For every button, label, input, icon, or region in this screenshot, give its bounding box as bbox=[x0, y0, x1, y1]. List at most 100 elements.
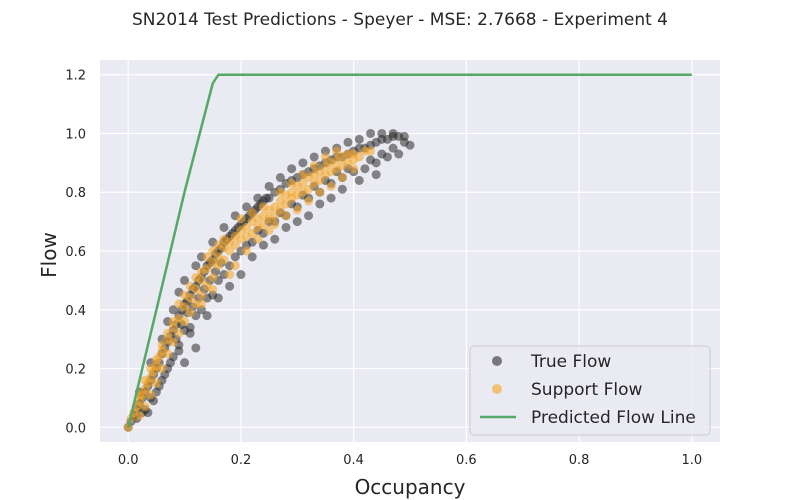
true-flow-point bbox=[213, 293, 223, 303]
true-flow-point bbox=[191, 261, 201, 271]
support-flow-point bbox=[270, 211, 280, 221]
legend-label-true-flow: True Flow bbox=[530, 352, 611, 372]
y-tick-label: 0.6 bbox=[65, 245, 86, 260]
true-flow-point bbox=[337, 184, 347, 194]
true-flow-point bbox=[292, 217, 302, 227]
true-flow-point bbox=[394, 149, 404, 159]
legend-label-predicted-flow-line: Predicted Flow Line bbox=[531, 408, 696, 428]
true-flow-point bbox=[309, 152, 319, 162]
support-flow-point bbox=[298, 178, 308, 188]
true-flow-point bbox=[180, 358, 190, 368]
true-flow-point bbox=[258, 240, 268, 250]
support-flow-point bbox=[292, 205, 302, 215]
support-flow-point bbox=[180, 317, 190, 327]
true-flow-point bbox=[377, 128, 387, 138]
support-flow-point bbox=[213, 240, 223, 250]
legend-box bbox=[469, 345, 711, 436]
true-flow-point bbox=[343, 137, 353, 147]
support-flow-point bbox=[219, 234, 229, 244]
support-flow-point bbox=[134, 411, 144, 421]
y-tick-label: 0.0 bbox=[65, 421, 86, 436]
true-flow-point bbox=[202, 311, 212, 321]
y-tick-labels: 0.0 0.2 0.4 0.6 0.8 1.0 1.2 bbox=[65, 69, 86, 437]
legend-label-support-flow: Support Flow bbox=[531, 380, 643, 400]
support-flow-point bbox=[320, 152, 330, 162]
true-flow-point bbox=[298, 158, 308, 168]
support-flow-point bbox=[253, 234, 263, 244]
true-flow-point bbox=[247, 252, 257, 262]
support-flow-point bbox=[185, 281, 195, 291]
true-flow-point bbox=[405, 140, 415, 150]
support-flow-point bbox=[230, 240, 240, 250]
true-flow-point bbox=[326, 193, 336, 203]
x-tick-label: 1.0 bbox=[681, 453, 702, 468]
support-flow-point bbox=[304, 196, 314, 206]
true-flow-point bbox=[315, 199, 325, 209]
true-flow-point bbox=[366, 128, 376, 138]
support-flow-point bbox=[225, 270, 235, 280]
support-flow-point bbox=[208, 246, 218, 256]
true-flow-point bbox=[264, 181, 274, 191]
support-flow-point bbox=[315, 187, 325, 197]
support-flow-point bbox=[275, 205, 285, 215]
support-flow-point bbox=[196, 267, 206, 277]
support-flow-point bbox=[247, 208, 257, 218]
support-flow-point bbox=[196, 290, 206, 300]
support-flow-point bbox=[196, 299, 206, 309]
true-flow-point bbox=[219, 222, 229, 232]
true-flow-point bbox=[174, 346, 184, 356]
support-flow-point bbox=[168, 317, 178, 327]
legend-marker-support-flow bbox=[492, 384, 502, 394]
true-flow-point bbox=[371, 170, 381, 180]
support-flow-point bbox=[258, 202, 268, 212]
true-flow-point bbox=[275, 173, 285, 183]
support-flow-point bbox=[146, 390, 156, 400]
support-flow-point bbox=[298, 170, 308, 180]
support-flow-point bbox=[123, 422, 133, 432]
x-tick-label: 0.8 bbox=[569, 453, 590, 468]
support-flow-point bbox=[309, 161, 319, 171]
true-flow-point bbox=[180, 275, 190, 285]
support-flow-point bbox=[157, 340, 167, 350]
true-flow-point bbox=[354, 175, 364, 185]
support-flow-point bbox=[208, 272, 218, 282]
true-flow-point bbox=[236, 270, 246, 280]
true-flow-point bbox=[287, 164, 297, 174]
predicted-flow-line-group bbox=[126, 73, 692, 428]
support-flow-point bbox=[168, 337, 178, 347]
legend-marker-true-flow bbox=[492, 356, 502, 366]
support-flow-point bbox=[349, 164, 359, 174]
true-flow-point bbox=[225, 281, 235, 291]
support-flow-point bbox=[163, 328, 173, 338]
x-tick-label: 0.0 bbox=[118, 453, 139, 468]
support-flow-point bbox=[326, 181, 336, 191]
support-flow-point bbox=[225, 246, 235, 256]
y-tick-label: 0.8 bbox=[65, 186, 86, 201]
true-flow-point bbox=[354, 134, 364, 144]
support-flow-point bbox=[230, 261, 240, 271]
support-flow-point bbox=[208, 284, 218, 294]
true-flow-point bbox=[304, 211, 314, 221]
support-flow-point bbox=[236, 214, 246, 224]
support-flow-point bbox=[174, 299, 184, 309]
true-flow-point bbox=[399, 131, 409, 141]
support-flow-points bbox=[123, 146, 376, 432]
support-flow-point bbox=[304, 184, 314, 194]
support-flow-point bbox=[185, 308, 195, 318]
x-tick-labels: 0.0 0.2 0.4 0.6 0.8 1.0 bbox=[118, 453, 702, 468]
chart-title: SN2014 Test Predictions - Speyer - MSE: … bbox=[132, 10, 668, 30]
support-flow-point bbox=[140, 402, 150, 412]
true-flow-point bbox=[281, 222, 291, 232]
x-axis-label: Occupancy bbox=[355, 475, 466, 499]
support-flow-point bbox=[213, 261, 223, 271]
true-flow-point bbox=[191, 343, 201, 353]
y-tick-label: 1.2 bbox=[65, 69, 86, 84]
x-tick-label: 0.2 bbox=[231, 453, 252, 468]
support-flow-point bbox=[163, 349, 173, 359]
support-flow-point bbox=[349, 155, 359, 165]
support-flow-point bbox=[281, 199, 291, 209]
x-tick-label: 0.6 bbox=[456, 453, 477, 468]
true-flow-point bbox=[270, 234, 280, 244]
true-flow-point bbox=[185, 322, 195, 332]
